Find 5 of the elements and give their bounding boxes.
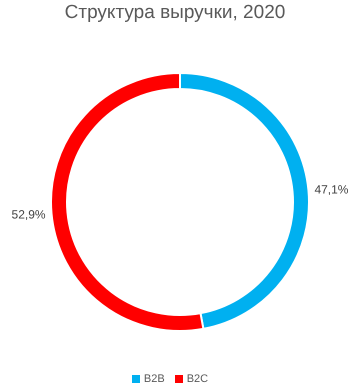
data-label: 47,1%	[314, 182, 349, 197]
chart-title: Структура выручки, 2020	[64, 2, 286, 24]
legend-label: B2B	[144, 373, 165, 385]
legend-label: B2C	[186, 373, 208, 385]
data-label: 52,9%	[12, 207, 46, 222]
